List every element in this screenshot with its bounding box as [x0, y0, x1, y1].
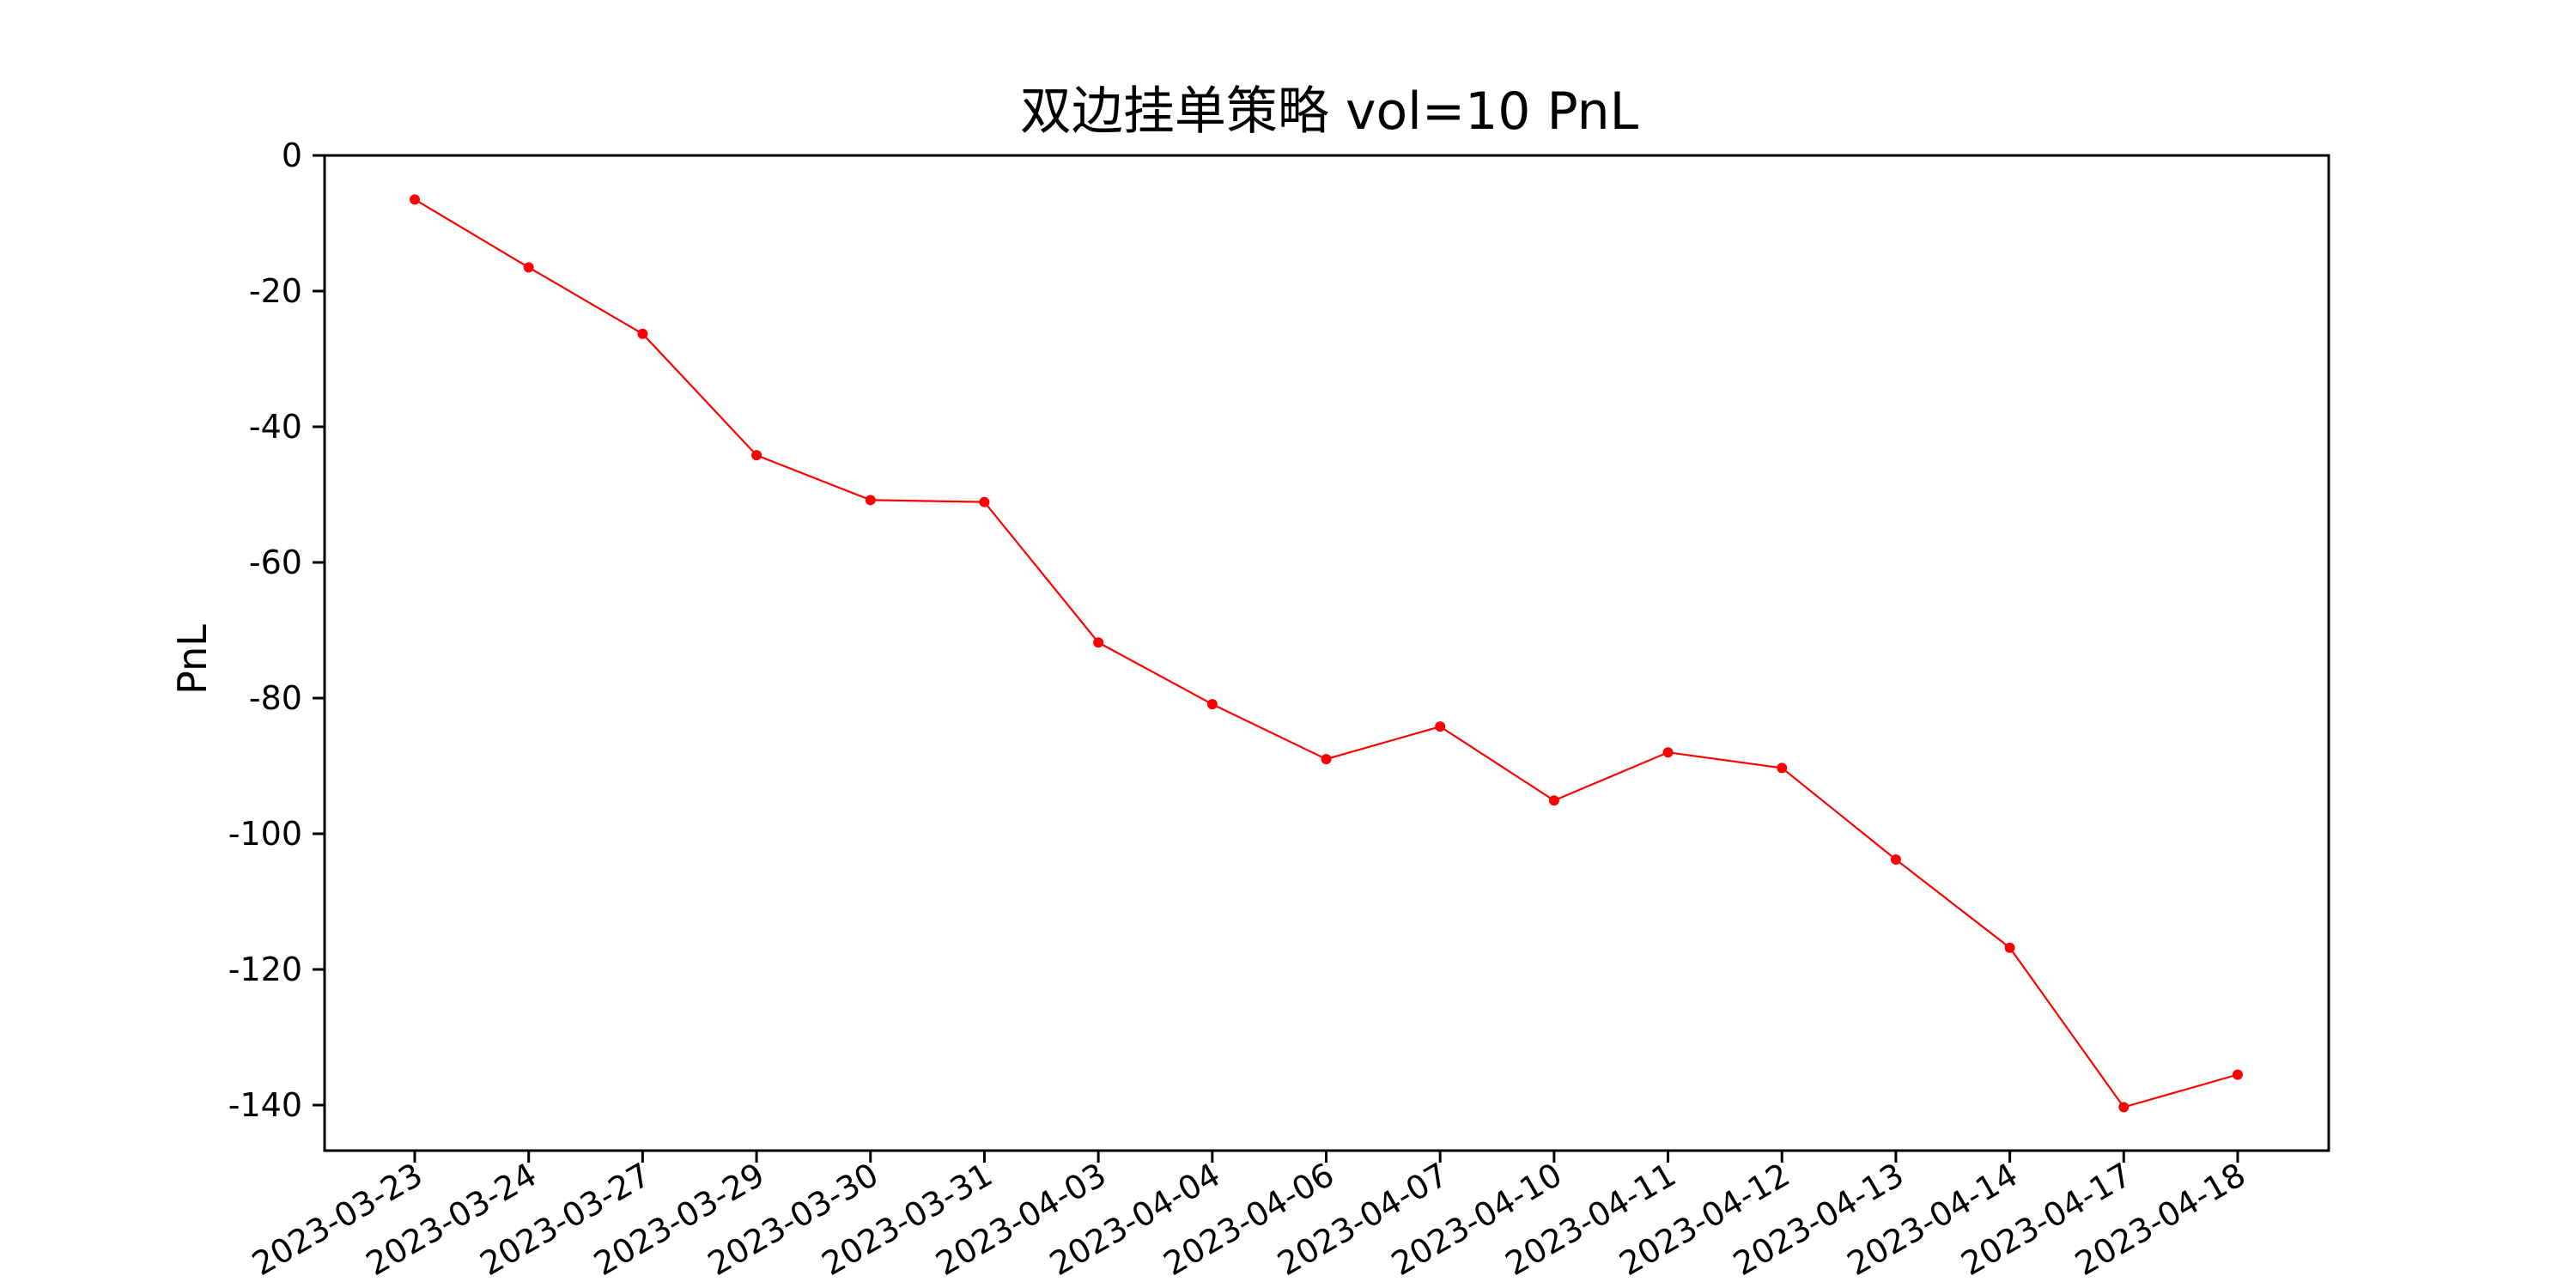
y-tick-label: -40 — [249, 408, 302, 446]
data-point — [1093, 637, 1104, 648]
series-line — [414, 198, 2239, 1109]
data-point — [865, 495, 876, 506]
y-tick-label: -20 — [249, 272, 302, 310]
data-point — [410, 194, 420, 205]
plot-area-frame — [323, 154, 2330, 1152]
y-tick-label: -100 — [228, 815, 302, 853]
y-tick-label: -80 — [249, 679, 302, 717]
data-point — [1662, 747, 1674, 758]
data-point — [1206, 699, 1218, 710]
data-point — [1890, 854, 1901, 866]
data-point — [637, 328, 648, 339]
data-point — [523, 262, 534, 273]
data-point — [2118, 1102, 2129, 1113]
data-point — [1435, 721, 1446, 732]
x-axis-ticks: 2023-03-232023-03-242023-03-272023-03-29… — [246, 1151, 2252, 1283]
data-point — [979, 496, 990, 507]
y-tick-label: -140 — [228, 1086, 302, 1124]
data-point — [1321, 754, 1332, 765]
data-point — [1777, 762, 1788, 774]
y-tick-label: 0 — [282, 137, 302, 174]
chart-title: 双边挂单策略 vol=10 PnL — [1020, 82, 1639, 142]
data-point — [751, 450, 762, 461]
series-points — [410, 194, 2243, 1113]
y-axis-label: PnL — [169, 624, 216, 695]
y-tick-label: -120 — [228, 951, 302, 988]
data-point — [1548, 795, 1559, 806]
y-axis-ticks: 0 -20 -40 -60 -80 -100 -120 -140 — [228, 137, 325, 1124]
y-tick-label: -60 — [249, 544, 302, 581]
data-point — [2004, 942, 2015, 953]
data-point — [2233, 1069, 2243, 1080]
